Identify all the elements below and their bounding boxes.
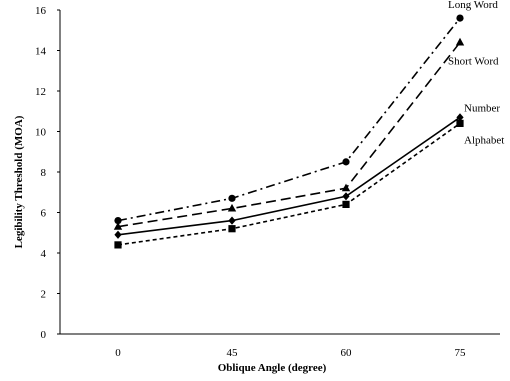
y-tick-label: 12 — [35, 86, 46, 98]
y-tick-label: 0 — [41, 329, 47, 341]
y-axis-title: Legibility Threshold (MOA) — [13, 115, 25, 248]
axes — [57, 9, 500, 335]
y-tick-label: 14 — [35, 46, 47, 58]
data-point — [342, 192, 350, 201]
series-label: Short Word — [448, 55, 499, 67]
x-tick-label: 60 — [341, 347, 353, 359]
series-alphabet — [114, 119, 464, 249]
x-tick-label: 45 — [227, 347, 239, 359]
series-label: Long Word — [448, 0, 498, 11]
tick-labels: 0 2 4 6 8 10 12 14 16 0 45 60 75 — [35, 5, 466, 359]
series-labels: Long Word Short Word Number Alphabet — [448, 0, 504, 146]
data-point — [342, 158, 350, 166]
y-tick-label: 4 — [41, 248, 47, 260]
series-lines — [113, 14, 465, 249]
y-tick-label: 2 — [41, 289, 47, 301]
data-point — [341, 183, 351, 192]
x-axis-title: Oblique Angle (degree) — [218, 362, 327, 374]
y-tick-label: 16 — [35, 5, 47, 17]
data-point — [456, 113, 464, 122]
series-short-word — [113, 37, 465, 230]
series-number — [114, 113, 464, 239]
x-tick-label: 75 — [455, 347, 467, 359]
data-point — [114, 217, 122, 225]
y-tick-label: 8 — [41, 167, 47, 179]
x-tick-label: 0 — [115, 347, 121, 359]
data-point — [342, 200, 350, 208]
series-line — [117, 122, 461, 246]
data-point — [227, 203, 237, 212]
series-long-word — [114, 14, 464, 225]
data-point — [228, 194, 236, 202]
series-line — [117, 41, 461, 228]
data-point — [114, 241, 122, 249]
y-tick-label: 10 — [35, 127, 47, 139]
data-point — [455, 37, 465, 46]
data-point — [228, 225, 236, 233]
series-line — [117, 17, 461, 222]
series-line — [117, 116, 461, 236]
data-point — [228, 216, 236, 225]
series-label: Number — [464, 102, 500, 114]
y-tick-label: 6 — [41, 208, 47, 220]
series-label: Alphabet — [464, 134, 504, 146]
data-point — [114, 230, 122, 239]
data-point — [113, 222, 123, 230]
data-point — [456, 119, 464, 127]
data-point — [456, 14, 464, 22]
